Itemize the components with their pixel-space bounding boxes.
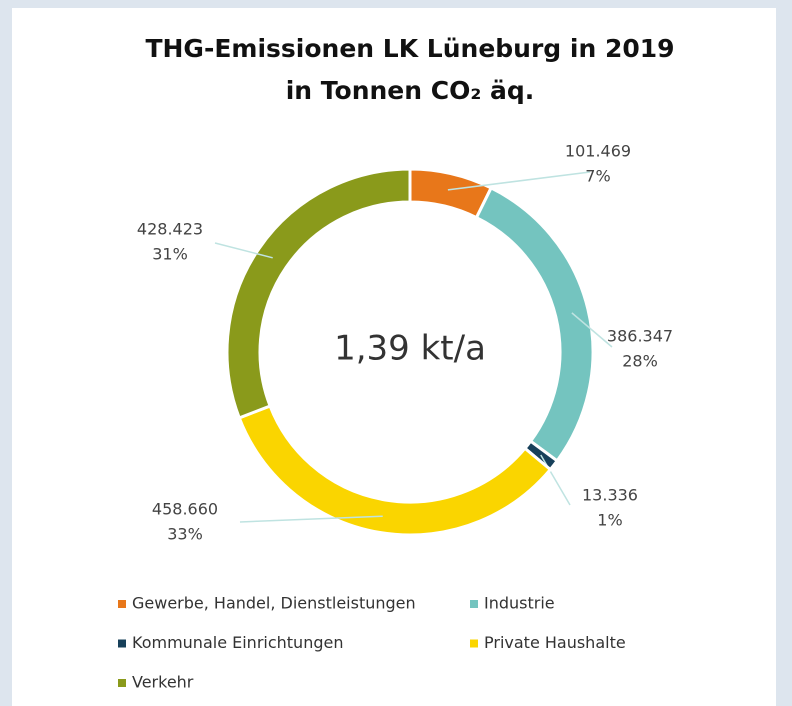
value-label: 428.423 bbox=[137, 220, 203, 239]
legend-swatch bbox=[470, 600, 478, 608]
leader-line bbox=[540, 454, 571, 506]
legend-label: Private Haushalte bbox=[484, 633, 626, 652]
chart-title: THG-Emissionen LK Lüneburg in 2019 bbox=[145, 34, 674, 63]
value-label: 101.469 bbox=[565, 142, 631, 161]
value-label: 13.336 bbox=[582, 486, 638, 505]
legend-swatch bbox=[118, 600, 126, 608]
value-label: 458.660 bbox=[152, 500, 218, 519]
center-label: 1,39 kt/a bbox=[334, 329, 486, 369]
donut-slice bbox=[225, 167, 412, 420]
percent-label: 33% bbox=[167, 525, 203, 544]
legend-label: Kommunale Einrichtungen bbox=[132, 633, 343, 652]
leader-line bbox=[239, 515, 383, 523]
legend-label: Industrie bbox=[484, 594, 555, 613]
value-label: 386.347 bbox=[607, 327, 673, 346]
percent-label: 7% bbox=[585, 167, 610, 186]
percent-label: 31% bbox=[152, 245, 188, 264]
leader-line bbox=[571, 312, 613, 348]
leader-line bbox=[214, 242, 273, 259]
legend-swatch bbox=[118, 679, 126, 687]
legend-label: Gewerbe, Handel, Dienstleistungen bbox=[132, 594, 416, 613]
leader-line bbox=[447, 171, 591, 191]
percent-label: 1% bbox=[597, 511, 622, 530]
panel bbox=[12, 8, 776, 706]
chart-subtitle: in Tonnen CO₂ äq. bbox=[286, 76, 535, 105]
legend-swatch bbox=[470, 639, 478, 648]
percent-label: 28% bbox=[622, 352, 658, 371]
legend-swatch bbox=[118, 639, 126, 648]
legend-label: Verkehr bbox=[132, 673, 194, 692]
